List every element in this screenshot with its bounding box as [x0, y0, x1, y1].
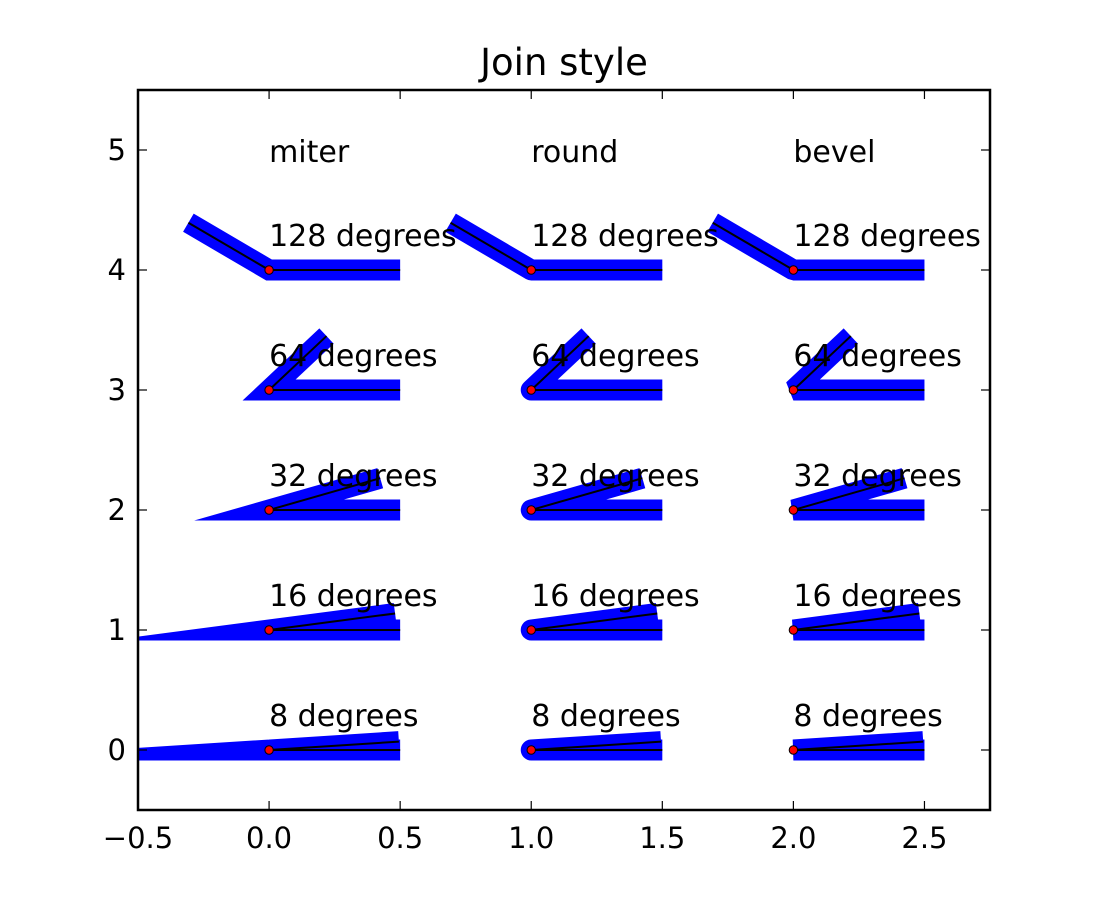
- x-tick-label: 2.0: [770, 821, 816, 855]
- y-tick-label: 5: [108, 133, 126, 167]
- x-tick-label: 0.0: [246, 821, 292, 855]
- x-tick-label: −0.5: [103, 821, 173, 855]
- vertex-marker-bevel-32: [788, 505, 799, 515]
- angle-label-round-128: 128 degrees: [531, 219, 719, 254]
- angle-label-miter-32: 32 degrees: [269, 459, 437, 494]
- vertex-marker-miter-16: [264, 625, 274, 635]
- vertex-marker-miter-128: [264, 265, 274, 275]
- join-style-label-miter: miter: [269, 135, 350, 170]
- vertex-marker-miter-64: [264, 385, 274, 395]
- angle-label-miter-128: 128 degrees: [269, 219, 457, 254]
- x-tick-label: 0.5: [377, 821, 423, 855]
- vertex-marker-bevel-64: [788, 385, 799, 395]
- angle-label-miter-8: 8 degrees: [269, 699, 418, 734]
- y-tick-label: 0: [108, 733, 126, 767]
- angle-label-miter-16: 16 degrees: [269, 579, 437, 614]
- chart-title: Join style: [478, 41, 648, 84]
- x-tick-label: 2.5: [901, 821, 947, 855]
- y-tick-label: 2: [108, 493, 126, 527]
- angle-label-round-16: 16 degrees: [531, 579, 699, 614]
- plot-frame: [136, 88, 992, 812]
- y-axis: 0 1 2 3 4 5: [108, 133, 990, 767]
- y-tick-label: 3: [108, 373, 126, 407]
- x-axis: −0.5 0.0 0.5 1.0 1.5 2.0 2.5: [103, 90, 948, 855]
- angle-label-bevel-32: 32 degrees: [793, 459, 961, 494]
- plot-area: [138, 213, 925, 761]
- vertex-marker-round-64: [526, 385, 536, 395]
- angle-label-bevel-64: 64 degrees: [793, 339, 961, 374]
- annotations: miter round bevel 8 degrees 16 degrees 32 deg…: [269, 135, 981, 734]
- vertex-marker-round-128: [526, 265, 536, 275]
- vertex-marker-miter-32: [264, 505, 274, 515]
- vertex-marker-round-8: [526, 745, 536, 755]
- vertex-marker-bevel-128: [788, 265, 799, 275]
- vertex-marker-bevel-16: [788, 625, 799, 635]
- angle-label-miter-64: 64 degrees: [269, 339, 437, 374]
- vertex-marker-round-32: [526, 505, 536, 515]
- vertex-marker-miter-8: [264, 745, 274, 755]
- x-tick-label: 1.0: [508, 821, 554, 855]
- angle-label-bevel-8: 8 degrees: [793, 699, 942, 734]
- join-style-label-bevel: bevel: [793, 135, 875, 170]
- join-style-label-round: round: [531, 135, 618, 170]
- angle-label-bevel-128: 128 degrees: [793, 219, 981, 254]
- vertex-marker-bevel-8: [788, 745, 799, 755]
- vertex-marker-round-16: [526, 625, 536, 635]
- angle-label-round-8: 8 degrees: [531, 699, 680, 734]
- angle-label-round-64: 64 degrees: [531, 339, 699, 374]
- angle-label-bevel-16: 16 degrees: [793, 579, 961, 614]
- y-tick-label: 4: [108, 253, 126, 287]
- x-tick-label: 1.5: [639, 821, 685, 855]
- angle-label-round-32: 32 degrees: [531, 459, 699, 494]
- y-tick-label: 1: [108, 613, 126, 647]
